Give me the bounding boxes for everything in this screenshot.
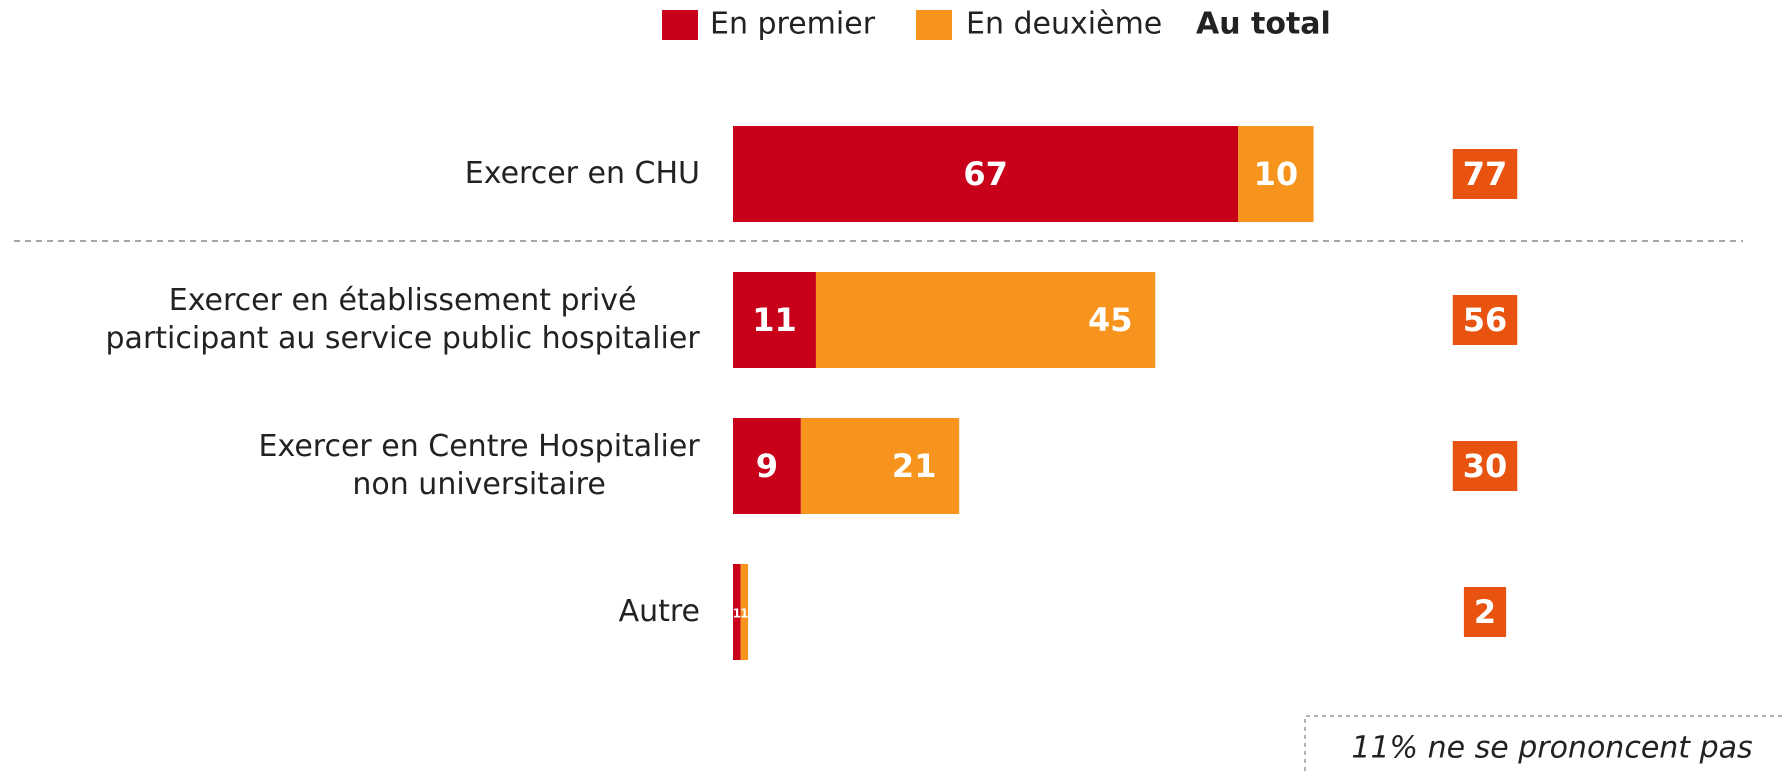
category-line: Autre — [619, 594, 700, 629]
bar-segment — [733, 126, 1239, 222]
category-label: Exercer en établissement privé participan… — [106, 283, 701, 356]
legend-label: Au total — [1196, 7, 1331, 42]
category-line: Exercer en CHU — [465, 156, 700, 191]
value-label: 67 — [963, 155, 1008, 193]
value-label: 9 — [756, 447, 778, 485]
category-line: non universitaire — [352, 467, 605, 502]
value-label: 11 — [752, 301, 797, 339]
legend-swatch — [662, 10, 698, 40]
category-label: Autre — [619, 594, 700, 629]
note-box — [1304, 715, 1786, 771]
legend-swatch — [916, 10, 952, 40]
value-label: 21 — [892, 447, 937, 485]
total-label: 2 — [1474, 593, 1496, 631]
legend-label: En premier — [710, 7, 876, 42]
legend-label: En deuxième — [966, 7, 1162, 42]
category-line: participant au service public hospitalie… — [106, 321, 701, 356]
category-line: Exercer en établissement privé — [169, 283, 637, 318]
value-label: 10 — [1254, 155, 1299, 193]
value-label: 1 — [740, 607, 748, 621]
bar-segment — [733, 418, 801, 514]
value-label: 1 — [733, 607, 741, 621]
total-label: 77 — [1463, 155, 1508, 193]
total-box — [1463, 587, 1507, 637]
category-label: Exercer en CHU — [465, 156, 700, 191]
total-box — [1452, 149, 1518, 199]
annotation: 11% ne se prononcent pas — [1351, 731, 1752, 766]
category-label: Exercer en Centre Hospitalier non univers… — [259, 429, 701, 502]
total-box — [1452, 295, 1518, 345]
total-label: 56 — [1463, 301, 1508, 339]
bar-segment — [733, 272, 816, 368]
value-label: 45 — [1088, 301, 1133, 339]
bar-segment — [1238, 126, 1314, 222]
bar-segment — [740, 564, 749, 660]
bar-segment — [733, 564, 741, 660]
bar-segment — [800, 418, 960, 514]
bar-segment — [815, 272, 1156, 368]
category-line: Exercer en Centre Hospitalier — [259, 429, 701, 464]
total-label: 30 — [1463, 447, 1508, 485]
total-box — [1452, 441, 1518, 491]
